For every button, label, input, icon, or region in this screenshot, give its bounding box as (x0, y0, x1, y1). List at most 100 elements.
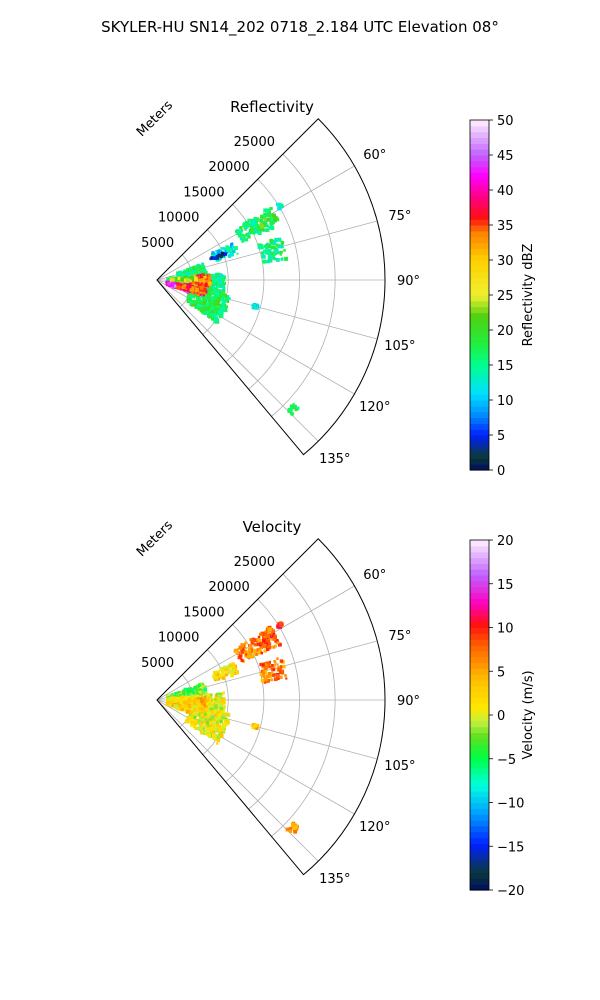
echo-cell (187, 298, 190, 301)
echo-cell (201, 709, 206, 713)
echo-cell (217, 715, 221, 720)
echo-cell (215, 256, 219, 260)
echo-cell (201, 718, 206, 723)
echo-cell (222, 722, 227, 727)
echo-cell (219, 726, 223, 731)
echo-cell (193, 286, 197, 289)
colorbar-segment (470, 720, 489, 728)
echo-cell (221, 289, 226, 293)
colorbar-segment (470, 271, 489, 279)
echo-cell (187, 718, 192, 722)
echo-cell (262, 639, 266, 643)
echo-cell (222, 247, 225, 250)
echo-cell (210, 727, 214, 731)
range-tick-label: 20000 (208, 160, 249, 175)
echo-cell (201, 308, 205, 313)
echo-cell (273, 216, 277, 220)
echo-cell (219, 303, 223, 307)
echo-cell (260, 651, 263, 655)
echo-cell (247, 223, 251, 227)
colorbar-label: Reflectivity dBZ (521, 244, 536, 347)
range-tick-label: 25000 (234, 135, 275, 150)
figure-title: SKYLER-HU SN14_202 0718_2.184 UTC Elevat… (101, 18, 499, 37)
echo-cell (278, 244, 283, 249)
echo-cell (265, 229, 268, 232)
echo-cell (212, 721, 216, 725)
echo-cell (183, 693, 186, 696)
echo-cell (218, 694, 223, 699)
echo-cell (273, 644, 277, 648)
echo-cell (183, 286, 188, 290)
echo-cell (189, 299, 192, 302)
echo-cell (259, 645, 263, 650)
echo-cell (225, 719, 228, 723)
echo-cell (254, 229, 257, 232)
colorbar-segment (470, 195, 489, 203)
colorbar-segment (470, 615, 489, 623)
echo-cell (266, 645, 269, 648)
echo-cell (282, 664, 286, 669)
echo-cell (200, 268, 203, 271)
range-tick-label: 5000 (141, 656, 174, 671)
echo-cell (184, 696, 189, 701)
colorbar-segment (470, 289, 489, 296)
echo-cell (214, 273, 218, 276)
echo-cell (192, 706, 197, 710)
echo-cell (204, 300, 207, 303)
colorbar-segment (470, 715, 489, 722)
echo-cell (201, 273, 206, 278)
echo-cell (254, 652, 257, 655)
echo-cell (251, 723, 256, 727)
echo-cell (271, 664, 275, 667)
echo-cell (257, 635, 261, 639)
echo-cell (199, 290, 203, 294)
azimuth-tick-label: 105° (384, 339, 415, 354)
echo-cell (253, 224, 257, 229)
echo-cell (201, 262, 205, 266)
echo-cell (216, 727, 221, 731)
echo-cell (185, 719, 190, 724)
echo-cell (248, 228, 253, 233)
colorbar-segment (470, 143, 489, 150)
echo-cell (216, 299, 220, 304)
echo-cell (183, 278, 187, 282)
echo-cell (261, 665, 264, 669)
echo-cell (253, 649, 257, 653)
colorbar-tick-label: 15 (497, 578, 514, 593)
echo-cell (280, 203, 284, 207)
colorbar-segment (470, 569, 489, 576)
echo-cell (279, 670, 283, 674)
echo-cell (211, 723, 215, 727)
echo-cell (196, 267, 201, 272)
echo-cell (207, 274, 211, 278)
colorbar-segment (470, 411, 489, 419)
echo-cell (212, 702, 215, 706)
echo-cell (207, 277, 210, 280)
azimuth-gridline (156, 279, 319, 442)
echo-cell (184, 283, 189, 288)
echo-cell (287, 827, 289, 830)
colorbar-segment (470, 668, 489, 675)
colorbar-segment (470, 184, 489, 191)
colorbar-segment (470, 872, 489, 879)
echo-cell (229, 664, 233, 668)
echo-cell (263, 681, 267, 684)
range-axis-label: Meters (134, 98, 176, 140)
echo-cell (241, 647, 245, 652)
echo-cell (250, 639, 254, 643)
echo-cell (182, 706, 187, 711)
echo-cell (204, 691, 208, 695)
echo-cell (224, 295, 228, 298)
echo-cell (188, 283, 192, 287)
echo-cell (191, 703, 194, 706)
colorbar-segment (470, 370, 489, 378)
echo-cell (189, 272, 193, 276)
echo-cell (192, 701, 196, 704)
echo-cell (219, 257, 222, 260)
echo-cell (263, 216, 266, 219)
echo-cell (226, 246, 229, 249)
echo-cell (189, 711, 192, 714)
echo-cell (262, 671, 265, 675)
echo-cell (219, 273, 224, 278)
echo-cell (221, 247, 224, 250)
